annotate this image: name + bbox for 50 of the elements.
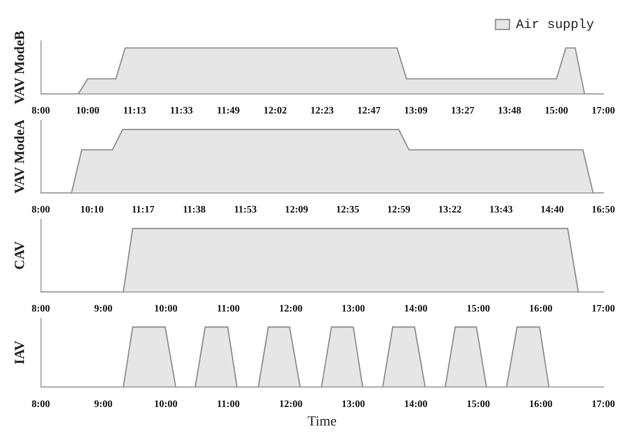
x-tick-label: 14:00 <box>404 398 428 410</box>
x-tick-label: 11:49 <box>216 106 240 117</box>
x-tick-label: 12:00 <box>279 304 302 315</box>
y-axis-title: VAV ModeB <box>13 30 28 104</box>
x-tick-label: 11:33 <box>170 106 193 117</box>
x-tick-label: 15:00 <box>466 398 490 410</box>
x-tick-label: 12:47 <box>357 106 381 117</box>
x-tick-label: 11:17 <box>132 204 154 216</box>
x-tick-label: 13:09 <box>404 106 428 117</box>
x-tick-label: 11:38 <box>182 204 206 216</box>
x-tick-label: 13:00 <box>342 398 365 410</box>
x-tick-label: 8:00 <box>32 204 50 216</box>
x-tick-label: 10:10 <box>80 204 104 216</box>
x-tick-label: 10:00 <box>154 398 178 410</box>
x-tick-label: 10:00 <box>76 106 100 117</box>
x-tick-label: 12:35 <box>336 204 360 216</box>
x-tick-label: 13:27 <box>451 106 474 117</box>
x-tick-label: 17:00 <box>592 398 616 410</box>
x-tick-label: 16:00 <box>529 304 553 315</box>
x-tick-label: 12:00 <box>279 398 302 410</box>
x-tick-label: 13:22 <box>438 204 462 216</box>
x-tick-label: 12:09 <box>284 204 308 216</box>
x-tick-label: 10:00 <box>154 304 178 315</box>
x-tick-label: 14:00 <box>404 304 428 315</box>
x-tick-label: 17:00 <box>592 106 616 117</box>
x-tick-label: 15:00 <box>466 304 490 315</box>
x-tick-label: 9:00 <box>94 398 112 410</box>
x-tick-label: 13:00 <box>342 304 365 315</box>
x-tick-label: 12:02 <box>264 106 287 117</box>
x-tick-label: 15:00 <box>544 106 568 117</box>
x-tick-label: 8:00 <box>32 106 50 117</box>
x-tick-label: 9:00 <box>94 304 112 315</box>
x-tick-label: 14:40 <box>540 204 564 216</box>
x-tick-label: 17:00 <box>592 304 616 315</box>
x-axis-title: Time <box>308 414 337 430</box>
x-tick-label: 13:43 <box>489 204 513 216</box>
x-tick-label: 11:13 <box>123 106 146 117</box>
x-tick-label: 8:00 <box>32 304 50 315</box>
x-tick-label: 13:48 <box>498 106 522 117</box>
x-tick-label: 11:53 <box>234 204 257 216</box>
x-tick-label: 16:00 <box>529 398 553 410</box>
x-tick-label: 12:59 <box>387 204 410 216</box>
y-axis-title: IAV <box>13 340 28 365</box>
x-tick-label: 8:00 <box>32 398 50 410</box>
x-tick-label: 11:00 <box>216 304 240 315</box>
x-tick-label: 12:23 <box>310 106 334 117</box>
x-tick-label: 16:50 <box>592 204 616 216</box>
x-tick-label: 11:00 <box>216 398 240 410</box>
y-axis-title: CAV <box>13 241 28 270</box>
legend-label: Air supply <box>516 16 594 32</box>
